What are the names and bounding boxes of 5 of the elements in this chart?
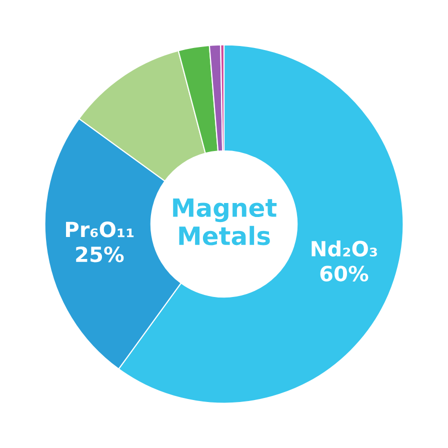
data-label: 60% [320, 266, 368, 282]
slice-label: Nd₂O₃ [312, 240, 377, 257]
slice-label: Pr₆O₁₁ [66, 222, 134, 238]
text: Magnet Metals [173, 198, 277, 246]
data-label: 25% [76, 246, 124, 262]
